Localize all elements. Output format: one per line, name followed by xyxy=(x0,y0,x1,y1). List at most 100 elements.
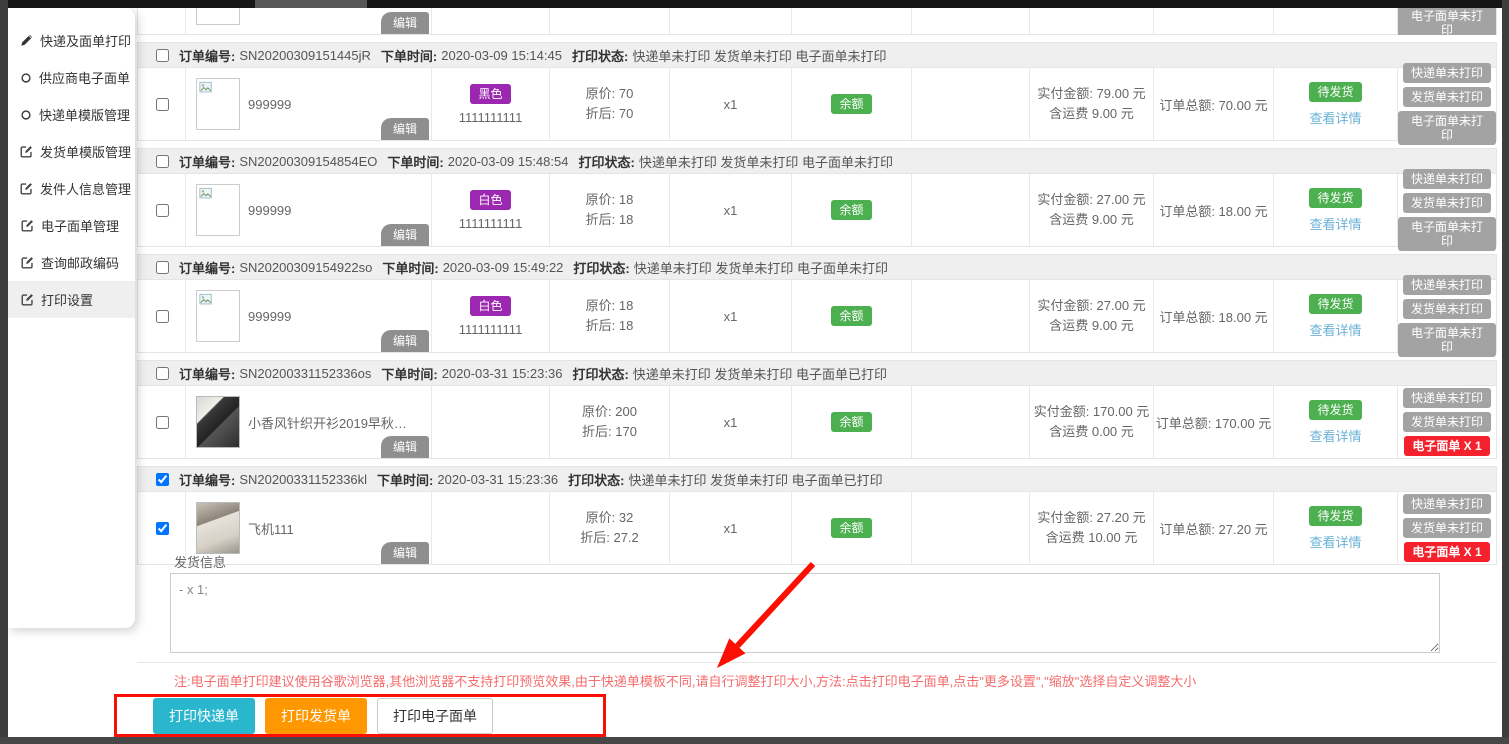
order-total: 订单总额: 18.00 元 xyxy=(1159,203,1268,219)
row-select-checkbox[interactable] xyxy=(155,521,169,535)
order-group-header: 订单编号: SN20200331152336os 下单时间: 2020-03-31 1… xyxy=(138,361,1496,386)
status-cell xyxy=(1274,8,1398,34)
print-status-button[interactable]: 电子面单未打印 xyxy=(1398,323,1496,357)
pay-type-cell: 余额 xyxy=(792,386,912,458)
pay-type-cell: 余额 xyxy=(792,68,912,140)
status-cell: 待发货 查看详情 xyxy=(1274,174,1398,246)
print-status-button[interactable]: 电子面单未打印 xyxy=(1398,217,1496,251)
order-select-checkbox[interactable] xyxy=(156,48,169,62)
product-cell: 999999 编辑 xyxy=(186,68,432,140)
order-group: 订单编号: SN20200309154922so 下单时间: 2020-03-09 1… xyxy=(137,254,1497,357)
print-status-button[interactable]: 发货单未打印 xyxy=(1402,193,1491,213)
ship-info-textarea[interactable]: - x 1; xyxy=(170,573,1440,653)
sidebar-item-postcode-query[interactable]: 查询邮政编码 xyxy=(8,244,135,281)
order-select-checkbox[interactable] xyxy=(156,366,169,380)
pay-type-cell: 余额 xyxy=(792,492,912,564)
edit-button[interactable]: 编辑 xyxy=(380,330,429,352)
view-detail-link[interactable]: 查看详情 xyxy=(1309,322,1362,338)
empty-cell xyxy=(912,174,1030,246)
product-cell: 编辑 xyxy=(186,8,432,34)
print-status-button[interactable]: 电子面单 X 1 xyxy=(1404,436,1490,456)
paid-amount: 实付金额: 79.00 元 xyxy=(1037,86,1146,101)
paid-amount-cell: 实付金额: 27.00 元含运费 9.00 元 xyxy=(1030,280,1154,352)
view-detail-link[interactable]: 查看详情 xyxy=(1309,428,1362,444)
print-invoice-button[interactable]: 打印发货单 xyxy=(265,697,367,734)
edit-button[interactable]: 编辑 xyxy=(380,436,429,458)
empty-cell xyxy=(912,8,1030,34)
sidebar-item-express-print[interactable]: 快递及面单打印 xyxy=(8,22,135,59)
print-status-button[interactable]: 快递单未打印 xyxy=(1402,388,1491,408)
sidebar-item-supplier-esheet[interactable]: 供应商电子面单 xyxy=(8,59,135,96)
disc-price: 折后: 18 xyxy=(585,318,634,333)
pay-type-badge: 余额 xyxy=(831,94,872,114)
edit-button[interactable]: 编辑 xyxy=(380,12,429,34)
order-no-label: 订单编号: xyxy=(179,366,236,382)
print-status-button[interactable]: 快递单未打印 xyxy=(1402,275,1491,295)
edit-square-icon xyxy=(20,256,34,269)
status-badge: 待发货 xyxy=(1309,187,1362,208)
broken-image-icon xyxy=(199,293,212,305)
empty-cell xyxy=(912,68,1030,140)
status-badge: 待发货 xyxy=(1309,293,1362,314)
paid-amount-cell: 实付金额: 79.00 元含运费 9.00 元 xyxy=(1030,68,1154,140)
sidebar-item-invoice-template[interactable]: 发货单模版管理 xyxy=(8,133,135,170)
view-detail-link[interactable]: 查看详情 xyxy=(1309,216,1362,232)
paid-amount-cell: 实付金额: 27.20 元含运费 10.00 元 xyxy=(1030,492,1154,564)
row-select-checkbox[interactable] xyxy=(155,97,169,111)
print-status-button[interactable]: 发货单未打印 xyxy=(1402,87,1491,107)
view-detail-link[interactable]: 查看详情 xyxy=(1309,110,1362,126)
print-buttons-cell: 快递单未打印 发货单未打印 电子面单 X 1 xyxy=(1398,386,1496,458)
order-no-value: SN20200309154922so xyxy=(239,259,373,275)
row-select-checkbox[interactable] xyxy=(155,309,169,323)
print-express-button[interactable]: 打印快递单 xyxy=(153,697,255,734)
edit-square-icon xyxy=(20,219,34,232)
sidebar-item-label: 快递单模版管理 xyxy=(39,108,131,123)
edit-button[interactable]: 编辑 xyxy=(380,224,429,246)
sku-value: 1111111111 xyxy=(458,321,523,337)
sidebar-item-print-settings[interactable]: 打印设置 xyxy=(8,281,135,318)
price-cell: 原价: 32 折后: 27.2 xyxy=(550,492,670,564)
row-select-checkbox[interactable] xyxy=(155,203,169,217)
order-time-label: 下单时间: xyxy=(380,48,438,64)
annotation-arrow xyxy=(717,561,816,668)
status-cell: 待发货 查看详情 xyxy=(1274,280,1398,352)
edit-button[interactable]: 编辑 xyxy=(380,542,429,564)
print-status-button[interactable]: 快递单未打印 xyxy=(1402,63,1491,83)
disc-price: 折后: 170 xyxy=(582,424,637,439)
row-select-cell xyxy=(138,386,186,458)
color-sku-cell: 白色 1111111111 xyxy=(432,174,550,246)
print-buttons-cell: 快递单未打印发货单未打印电子面单未打印 xyxy=(1398,275,1496,357)
sidebar-item-express-template[interactable]: 快递单模版管理 xyxy=(8,96,135,133)
quantity-value: x1 xyxy=(723,308,738,324)
sidebar-item-sender-info[interactable]: 发件人信息管理 xyxy=(8,170,135,207)
product-cell: 999999 编辑 xyxy=(186,174,432,246)
order-time-label: 下单时间: xyxy=(381,366,438,382)
disc-price: 折后: 18 xyxy=(585,212,634,227)
view-detail-link[interactable]: 查看详情 xyxy=(1309,534,1362,550)
print-status-button[interactable]: 发货单未打印 xyxy=(1402,518,1491,538)
order-total-cell: 订单总额: 18.00 元 xyxy=(1154,174,1274,246)
order-select-checkbox[interactable] xyxy=(156,154,169,168)
print-status-button[interactable]: 发货单未打印 xyxy=(1402,299,1491,319)
product-thumbnail xyxy=(196,290,240,342)
print-status-button[interactable]: 电子面单 X 1 xyxy=(1404,542,1490,562)
print-status-button[interactable]: 电子面单未打印 xyxy=(1398,111,1496,145)
empty-cell xyxy=(912,280,1030,352)
print-status-button[interactable]: 快递单未打印 xyxy=(1402,169,1491,189)
freight-amount: 含运费 9.00 元 xyxy=(1049,212,1134,227)
print-status-button[interactable]: 电子面单未打印 xyxy=(1398,8,1496,35)
window-frame-top xyxy=(0,0,1509,8)
order-list: 编辑快递单未打印发货单未打印电子面单未打印订单编号:SN202003091514… xyxy=(137,8,1497,565)
print-status-button[interactable]: 发货单未打印 xyxy=(1402,412,1491,432)
order-time-label: 下单时间: xyxy=(377,472,434,488)
order-no-value: SN20200331152336kl xyxy=(239,471,368,487)
sidebar-item-esheet-manage[interactable]: 电子面单管理 xyxy=(8,207,135,244)
row-select-checkbox[interactable] xyxy=(155,415,169,429)
order-select-checkbox[interactable] xyxy=(156,472,169,486)
order-group: 订单编号: SN20200309151445jR 下单时间: 2020-03-09 1… xyxy=(137,42,1497,145)
print-esheet-button[interactable]: 打印电子面单 xyxy=(377,697,493,734)
edit-button[interactable]: 编辑 xyxy=(380,118,429,140)
print-status-button[interactable]: 快递单未打印 xyxy=(1402,494,1491,514)
order-select-checkbox[interactable] xyxy=(156,260,169,274)
